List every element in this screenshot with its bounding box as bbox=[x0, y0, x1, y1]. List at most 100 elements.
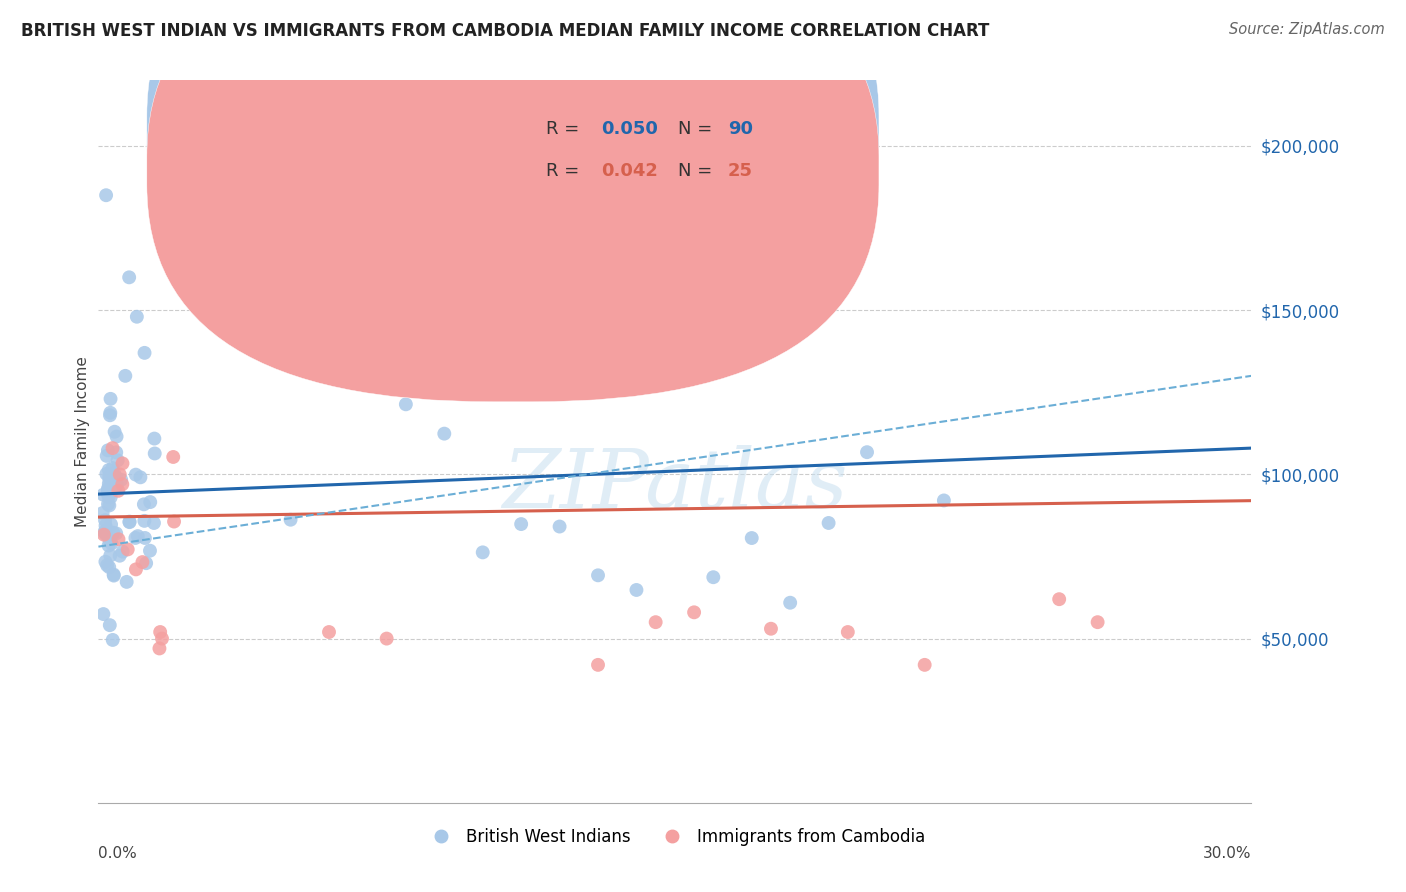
Point bbox=[100, 517, 122, 532]
Point bbox=[114, 368, 136, 383]
Point bbox=[134, 514, 156, 528]
Legend: British West Indians, Immigrants from Cambodia: British West Indians, Immigrants from Ca… bbox=[418, 821, 932, 852]
Point bbox=[644, 615, 666, 630]
Point bbox=[93, 525, 115, 540]
Text: BRITISH WEST INDIAN VS IMMIGRANTS FROM CAMBODIA MEDIAN FAMILY INCOME CORRELATION: BRITISH WEST INDIAN VS IMMIGRANTS FROM C… bbox=[21, 22, 990, 40]
Point bbox=[510, 517, 533, 532]
Point bbox=[143, 446, 166, 460]
Point bbox=[105, 478, 128, 492]
Text: Source: ZipAtlas.com: Source: ZipAtlas.com bbox=[1229, 22, 1385, 37]
Point bbox=[98, 533, 121, 548]
Point bbox=[127, 529, 149, 543]
Point bbox=[94, 513, 117, 527]
Point bbox=[91, 506, 114, 520]
Point bbox=[143, 432, 166, 446]
Text: R =: R = bbox=[546, 161, 585, 179]
Point bbox=[101, 476, 124, 491]
Point bbox=[433, 426, 456, 441]
Point bbox=[98, 499, 121, 513]
Point bbox=[96, 558, 118, 573]
Point bbox=[125, 310, 148, 324]
Point bbox=[135, 556, 157, 570]
Point bbox=[94, 555, 117, 569]
Point bbox=[111, 477, 134, 491]
Point bbox=[100, 392, 122, 406]
Point bbox=[162, 450, 184, 464]
Text: 25: 25 bbox=[728, 161, 754, 179]
FancyBboxPatch shape bbox=[479, 102, 801, 203]
Point bbox=[103, 525, 125, 540]
Point bbox=[101, 441, 124, 455]
Point bbox=[129, 470, 152, 484]
Point bbox=[101, 461, 124, 475]
Point bbox=[149, 625, 172, 640]
Point bbox=[98, 409, 121, 423]
Point bbox=[100, 490, 122, 504]
Point bbox=[97, 443, 120, 458]
Point bbox=[117, 542, 139, 557]
Point bbox=[626, 582, 648, 597]
Point bbox=[97, 463, 120, 477]
Point bbox=[779, 596, 801, 610]
Point bbox=[125, 467, 148, 482]
Text: 0.0%: 0.0% bbox=[98, 847, 138, 861]
Point bbox=[101, 632, 124, 647]
Point bbox=[375, 632, 398, 646]
Point bbox=[96, 523, 118, 537]
Point bbox=[837, 625, 859, 640]
Point bbox=[105, 445, 128, 459]
Point bbox=[548, 519, 571, 533]
Point bbox=[101, 476, 124, 491]
Point bbox=[104, 425, 127, 439]
FancyBboxPatch shape bbox=[146, 0, 879, 360]
Point bbox=[96, 467, 118, 481]
Point bbox=[108, 549, 131, 563]
Point bbox=[93, 607, 115, 621]
Point bbox=[356, 333, 378, 347]
Point bbox=[97, 486, 120, 500]
Point bbox=[163, 515, 186, 529]
Point bbox=[97, 476, 120, 491]
Point bbox=[471, 545, 494, 559]
Point bbox=[395, 397, 418, 411]
Point bbox=[932, 493, 955, 508]
Point bbox=[91, 488, 114, 502]
Point bbox=[1047, 592, 1070, 607]
Point bbox=[96, 449, 118, 463]
Point bbox=[759, 622, 782, 636]
Point bbox=[107, 453, 129, 467]
Point bbox=[111, 456, 134, 470]
Text: N =: N = bbox=[678, 161, 718, 179]
Text: ZIPatlas: ZIPatlas bbox=[502, 445, 848, 524]
Point bbox=[139, 495, 162, 509]
FancyBboxPatch shape bbox=[146, 0, 879, 401]
Point bbox=[105, 429, 128, 443]
Point bbox=[98, 472, 121, 486]
Text: 90: 90 bbox=[728, 120, 754, 138]
Point bbox=[142, 516, 165, 530]
Point bbox=[914, 657, 936, 672]
Point bbox=[702, 570, 724, 584]
Point bbox=[683, 605, 706, 619]
Point bbox=[98, 549, 121, 563]
Point bbox=[148, 641, 170, 656]
Point bbox=[103, 466, 125, 480]
Point bbox=[134, 531, 156, 545]
Point bbox=[98, 618, 121, 632]
Point bbox=[134, 346, 156, 360]
Point bbox=[817, 516, 839, 530]
Point bbox=[103, 568, 125, 582]
Point bbox=[124, 531, 146, 545]
Point bbox=[94, 188, 117, 202]
Point bbox=[105, 470, 128, 484]
Point bbox=[110, 473, 132, 487]
Point bbox=[97, 483, 120, 497]
Point bbox=[118, 515, 141, 529]
Point bbox=[139, 543, 162, 558]
Point bbox=[98, 469, 121, 483]
Point bbox=[1087, 615, 1109, 630]
Point bbox=[93, 527, 115, 541]
Point bbox=[97, 490, 120, 504]
Point bbox=[107, 533, 129, 547]
Point bbox=[150, 632, 173, 646]
